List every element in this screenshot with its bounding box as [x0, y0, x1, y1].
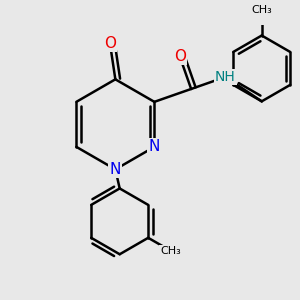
Text: CH₃: CH₃ [160, 246, 181, 256]
Text: O: O [104, 36, 116, 51]
Text: N: N [149, 140, 160, 154]
Text: NH: NH [215, 70, 236, 84]
Text: N: N [110, 162, 121, 177]
Text: CH₃: CH₃ [251, 4, 272, 14]
Text: O: O [174, 49, 186, 64]
